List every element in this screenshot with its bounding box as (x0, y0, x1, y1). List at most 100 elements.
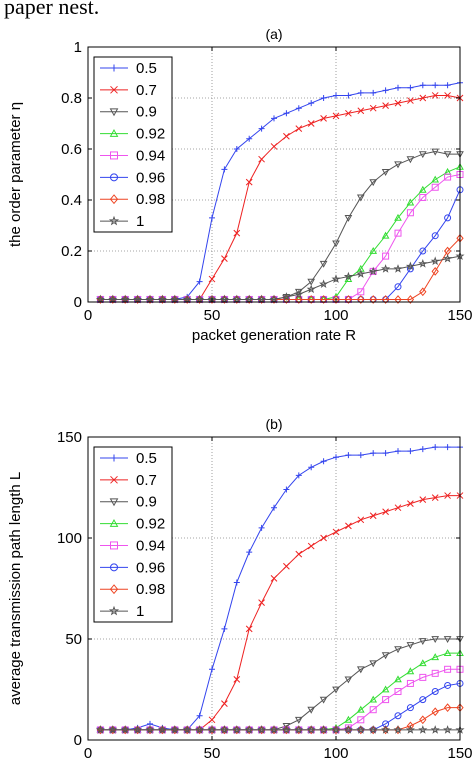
data-point (221, 700, 228, 707)
data-point (432, 82, 439, 89)
panel-label: (a) (265, 26, 282, 42)
data-point (382, 87, 389, 94)
data-point (406, 642, 415, 650)
data-point (244, 294, 254, 304)
data-point (283, 486, 290, 493)
data-point (332, 112, 340, 120)
data-point (319, 725, 329, 734)
data-point (357, 516, 365, 524)
data-point (444, 681, 452, 689)
data-point (108, 294, 118, 304)
legend-marker (110, 541, 118, 550)
data-point (196, 278, 203, 285)
data-point (95, 725, 105, 734)
data-point (307, 295, 315, 304)
data-point (258, 599, 265, 606)
data-point (307, 120, 315, 127)
data-point (343, 271, 353, 281)
y-tick-label: 1 (74, 39, 82, 56)
data-point (382, 102, 389, 110)
data-point (369, 295, 377, 304)
legend-label: 0.7 (136, 82, 157, 99)
legend-label: 0.92 (136, 516, 165, 533)
data-point (271, 504, 277, 511)
legend-item: 0.5 (100, 60, 157, 77)
y-axis-label: average transmission path length L (7, 472, 24, 705)
data-point (332, 240, 340, 248)
data-point (357, 89, 364, 96)
data-point (295, 550, 303, 558)
data-point (295, 472, 302, 479)
data-point (344, 295, 353, 304)
data-point (406, 198, 415, 206)
legend-marker (109, 194, 119, 205)
data-point (369, 179, 378, 187)
legend-marker (109, 129, 119, 137)
legend-item: 0.98 (100, 581, 165, 598)
data-point (357, 295, 365, 304)
data-point (382, 252, 390, 260)
data-point (431, 688, 439, 696)
chart-panel-a: 0 50 100 150 0 0.2 0.4 0.6 0.8 1 (a) packet generat… (7, 26, 473, 344)
data-point (182, 725, 192, 734)
axes-frame (87, 46, 461, 303)
legend-item: 0.9 (100, 494, 157, 511)
legend-item: 0.5 (100, 450, 157, 467)
legend-box (93, 56, 173, 233)
data-point (294, 716, 303, 724)
data-point (257, 725, 267, 734)
x-tick-label: 50 (204, 307, 221, 324)
data-point (394, 295, 402, 304)
data-point (356, 725, 366, 734)
legend-label: 0.98 (136, 581, 165, 598)
data-point (307, 542, 315, 550)
legend-item: 0.9 (100, 104, 157, 121)
data-point (431, 494, 439, 501)
data-point (419, 247, 427, 255)
data-point (419, 82, 426, 89)
data-point (419, 496, 427, 503)
data-point (233, 579, 240, 586)
data-point (418, 725, 428, 734)
legend-item: 1 (100, 213, 144, 230)
data-point (443, 725, 453, 734)
data-point (419, 193, 427, 201)
data-point (232, 725, 242, 734)
data-point (431, 92, 439, 99)
data-point (394, 229, 402, 237)
data-point (145, 725, 155, 734)
data-point (120, 294, 130, 304)
data-point (406, 667, 415, 675)
data-point (233, 676, 241, 683)
y-tick-label: 0.8 (61, 90, 82, 107)
data-point (356, 194, 365, 202)
data-point (381, 264, 391, 273)
data-point (394, 504, 402, 512)
data-point (418, 659, 427, 667)
data-point (307, 278, 316, 286)
data-point (370, 89, 377, 96)
y-tick-label: 0 (74, 294, 82, 311)
y-tick-label: 50 (65, 631, 82, 648)
data-point (395, 84, 401, 91)
legend-item: 0.94 (100, 537, 165, 554)
data-point (232, 294, 242, 304)
x-tick-label: 100 (323, 307, 348, 324)
data-point (233, 229, 241, 237)
data-point (308, 464, 315, 471)
data-point (444, 82, 451, 89)
data-point (196, 712, 203, 719)
data-point (418, 151, 427, 159)
data-point (405, 725, 415, 734)
legend-marker (110, 85, 118, 94)
data-point (431, 707, 439, 717)
legend-marker (110, 563, 118, 572)
data-point (430, 256, 440, 266)
x-axis-label: packet generation rate R (192, 327, 356, 344)
data-point (245, 625, 253, 633)
data-point (395, 448, 401, 455)
data-point (369, 706, 377, 714)
data-point (431, 175, 440, 183)
data-point (444, 492, 451, 499)
x-tick-label: 150 (447, 745, 472, 762)
